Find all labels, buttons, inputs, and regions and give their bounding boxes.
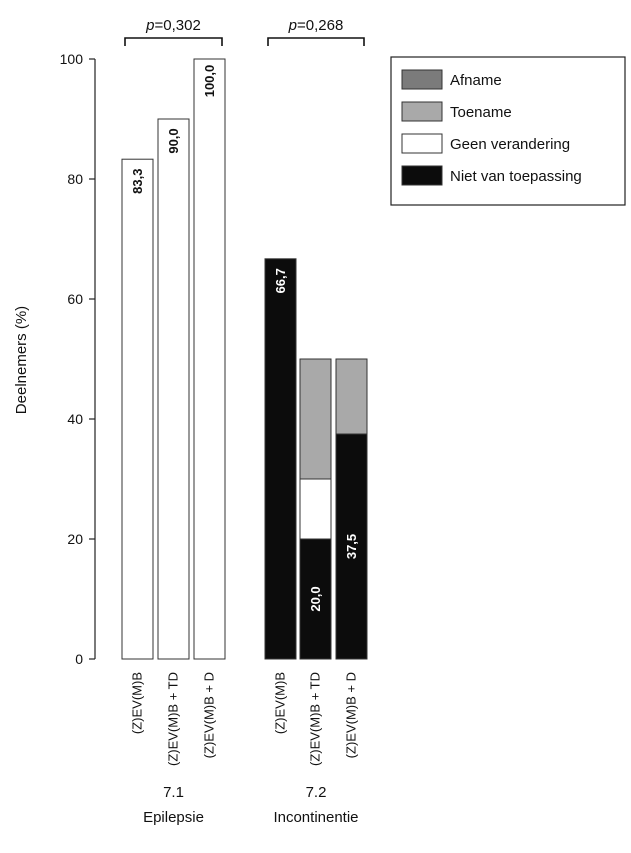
legend-swatch [401,165,443,186]
legend-label: Geen verandering [450,136,570,153]
bar-group: 11,122,266,7(Z)EV(M)B50,030,020,0(Z)EV(M… [264,17,368,826]
data-label: 83,3 [130,169,145,194]
bar-segment [121,158,154,660]
group-number: 7.1 [163,784,184,801]
data-label: 100,0 [202,65,217,98]
bar-segment [299,538,332,660]
bar-group: 16,783,3(Z)EV(M)B10,090,0(Z)EV(M)B + TD1… [121,17,226,826]
data-label: 20,0 [308,586,323,611]
legend: Afname Toename Geen verandering Niet van to… [390,56,626,206]
p-value: =0,302 [155,17,201,34]
category-label: (Z)EV(M)B [273,672,288,734]
p-symbol: p [288,17,297,34]
bar-segment [264,258,297,660]
legend-swatch [401,69,443,90]
category-label: (Z)EV(M)B + D [344,672,359,758]
legend-label: Niet van toepassing [450,168,582,185]
p-value-label: p=0,302 [145,17,201,34]
category-label: (Z)EV(M)B + TD [166,672,181,766]
bar-segment [335,433,368,660]
significance-bracket [267,37,365,46]
category-label: (Z)EV(M)B [130,672,145,734]
p-value-label: p=0,268 [288,17,344,34]
p-value: =0,268 [297,17,343,34]
y-axis-title: Deelnemers (%) [13,306,30,414]
y-tick-label: 100 [60,51,84,67]
data-label: 90,0 [166,128,181,153]
y-tick-label: 80 [67,171,83,187]
legend-swatch [401,133,443,154]
y-tick-label: 0 [75,651,83,667]
category-label: (Z)EV(M)B + TD [308,672,323,766]
y-tick-label: 20 [67,531,83,547]
legend-swatch [401,101,443,122]
y-tick-label: 60 [67,291,83,307]
p-symbol: p [145,17,154,34]
bar-segment [157,118,190,660]
category-label: (Z)EV(M)B + D [202,672,217,758]
data-label: 66,7 [273,268,288,293]
data-label: 37,5 [344,534,359,559]
group-name: Incontinentie [273,809,358,826]
legend-label: Toename [450,104,512,121]
group-name: Epilepsie [143,809,204,826]
y-tick-label: 40 [67,411,83,427]
bar-segment [193,58,226,660]
legend-label: Afname [450,72,502,89]
group-number: 7.2 [306,784,327,801]
significance-bracket [124,37,223,46]
